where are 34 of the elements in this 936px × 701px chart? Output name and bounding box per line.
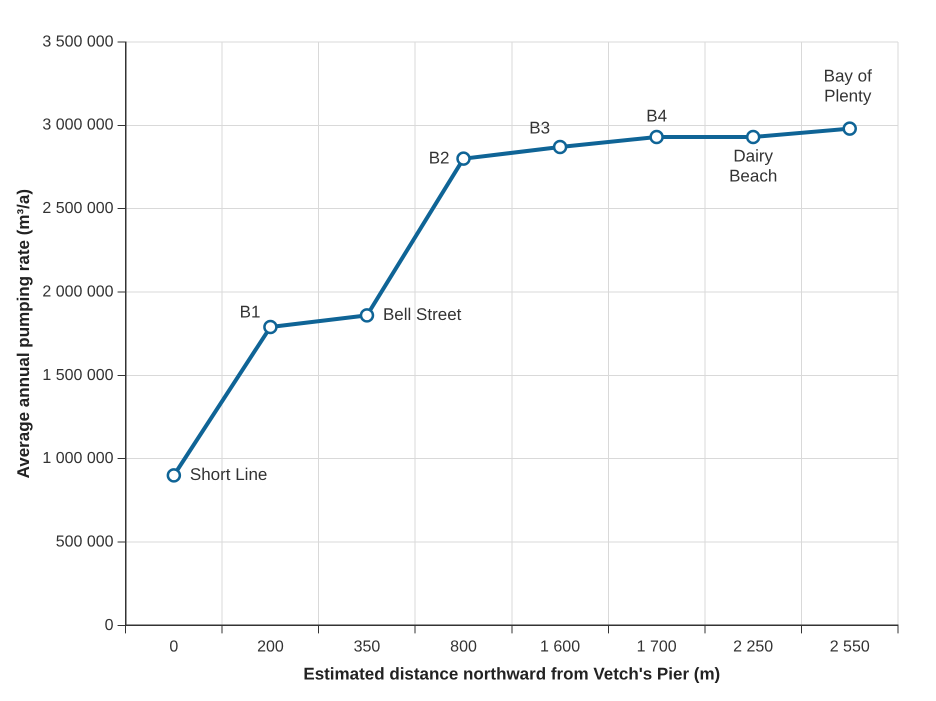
y-tick-label: 2 500 000 bbox=[42, 200, 114, 218]
point bbox=[649, 130, 664, 144]
y-tick-label: 3 000 000 bbox=[42, 116, 114, 134]
y-tick-label: 0 bbox=[104, 616, 114, 634]
point bbox=[360, 308, 374, 323]
annotation: B3 bbox=[529, 118, 550, 138]
y-tick-label: 3 500 000 bbox=[42, 33, 114, 50]
annotation: B4 bbox=[646, 106, 668, 126]
x-tick-label: 0 bbox=[169, 638, 178, 656]
y-tick-label: 1 500 000 bbox=[42, 366, 114, 384]
y-tick-label: 1 000 000 bbox=[42, 450, 114, 468]
annotation: B1 bbox=[240, 302, 260, 322]
x-tick-label: 350 bbox=[354, 638, 380, 656]
y-axis-title: Average annual pumping rate (m³/a) bbox=[14, 189, 33, 478]
point bbox=[456, 151, 471, 166]
point bbox=[842, 121, 857, 136]
point bbox=[263, 320, 278, 334]
annotation: Bay of Plenty bbox=[824, 66, 872, 106]
x-axis-title: Estimated distance northward from Vetch's Pier (m) bbox=[303, 664, 720, 684]
annotation: Short Line bbox=[190, 465, 268, 484]
x-tick-label: 200 bbox=[257, 638, 284, 656]
y-tick-label: 500 000 bbox=[56, 533, 114, 550]
x-tick-label: 1 700 bbox=[636, 638, 677, 656]
annotation: B2 bbox=[428, 148, 450, 168]
annotation: Dairy Beach bbox=[729, 146, 778, 186]
point bbox=[746, 130, 760, 144]
x-tick-label: 2 250 bbox=[733, 638, 774, 656]
x-tick-label: 800 bbox=[450, 638, 477, 656]
x-tick-label: 1 600 bbox=[540, 638, 580, 656]
point bbox=[552, 140, 568, 154]
annotation: Bell Street bbox=[382, 305, 462, 324]
y-tick-label: 2 000 000 bbox=[42, 283, 114, 300]
point bbox=[166, 468, 182, 483]
x-tick-label: 2 550 bbox=[830, 638, 870, 656]
